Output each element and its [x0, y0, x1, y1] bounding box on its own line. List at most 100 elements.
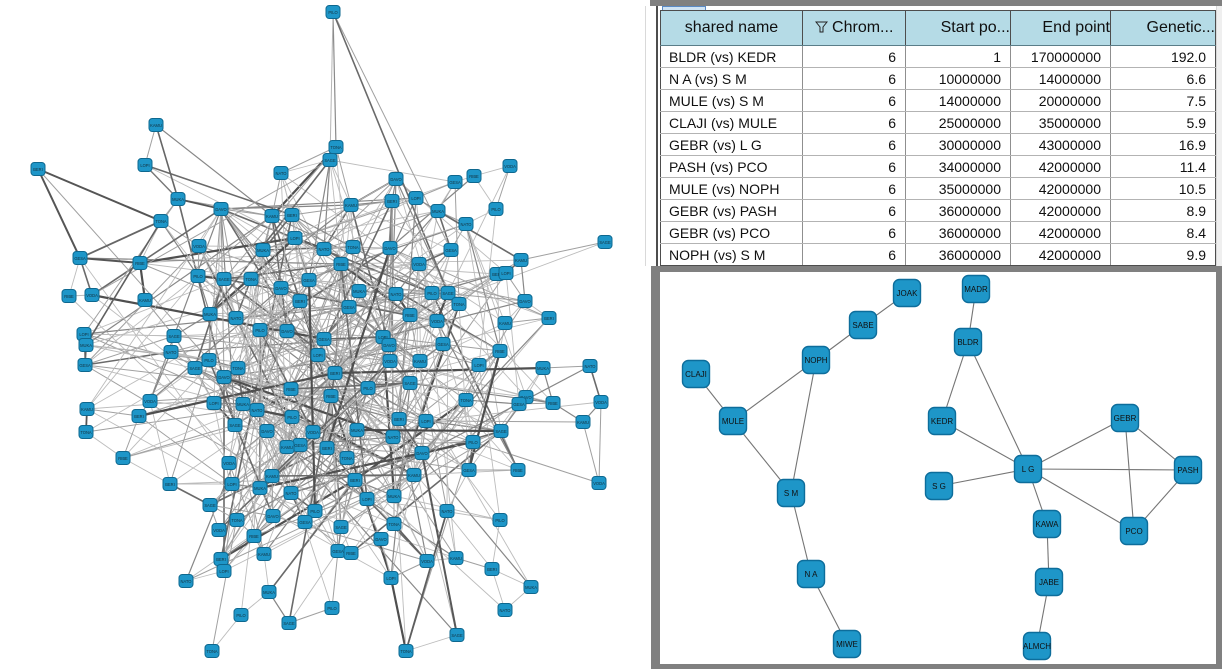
svg-text:PILO: PILO: [236, 613, 245, 618]
svg-text:SAGE: SAGE: [335, 525, 347, 530]
svg-text:KAMU: KAMU: [408, 473, 420, 478]
svg-text:VODA: VODA: [193, 244, 205, 249]
svg-text:LOPI: LOPI: [209, 401, 218, 406]
svg-text:VODA: VODA: [86, 293, 98, 298]
svg-text:GESA: GESA: [332, 549, 344, 554]
svg-text:TONA: TONA: [206, 649, 218, 654]
svg-text:KAMU: KAMU: [515, 258, 527, 263]
svg-text:LOPI: LOPI: [227, 482, 236, 487]
svg-text:SAGE: SAGE: [599, 240, 611, 245]
svg-text:KEDR: KEDR: [931, 417, 953, 426]
svg-text:TONA: TONA: [453, 302, 465, 307]
svg-text:SAGE: SAGE: [218, 277, 230, 282]
svg-text:DAVO: DAVO: [215, 207, 226, 212]
svg-text:BERI: BERI: [134, 414, 144, 419]
svg-text:VODA: VODA: [593, 481, 605, 486]
svg-text:KAMU: KAMU: [150, 123, 162, 128]
svg-text:JABE: JABE: [1039, 578, 1059, 587]
svg-text:MIWE: MIWE: [836, 640, 858, 649]
svg-text:GESA: GESA: [513, 402, 525, 407]
svg-text:TONA: TONA: [231, 518, 243, 523]
svg-text:PILO: PILO: [495, 518, 504, 523]
svg-text:VODA: VODA: [504, 164, 516, 169]
svg-text:TONA: TONA: [347, 245, 359, 250]
svg-text:MUKA: MUKA: [432, 209, 444, 214]
svg-text:SAGE: SAGE: [283, 621, 295, 626]
svg-text:KAMU: KAMU: [450, 556, 462, 561]
svg-text:BERI: BERI: [350, 478, 360, 483]
svg-text:PILO: PILO: [287, 415, 296, 420]
svg-text:GESA: GESA: [343, 305, 355, 310]
svg-text:SAGE: SAGE: [495, 429, 507, 434]
svg-text:RIBE: RIBE: [548, 401, 558, 406]
svg-text:TONA: TONA: [245, 277, 257, 282]
svg-text:LOPI: LOPI: [290, 236, 299, 241]
svg-text:MUKA: MUKA: [263, 590, 275, 595]
svg-text:RIBE: RIBE: [405, 313, 415, 318]
svg-text:LOPI: LOPI: [313, 353, 322, 358]
svg-text:BERI: BERI: [394, 417, 404, 422]
svg-text:PILO: PILO: [327, 606, 336, 611]
svg-text:PILO: PILO: [427, 291, 436, 296]
svg-text:VODA: VODA: [307, 430, 319, 435]
svg-text:RIBE: RIBE: [64, 294, 74, 299]
svg-text:LOPI: LOPI: [474, 363, 483, 368]
svg-text:RIBE: RIBE: [336, 262, 346, 267]
svg-text:KAWA: KAWA: [1036, 520, 1060, 529]
svg-text:BERI: BERI: [165, 482, 175, 487]
svg-text:CLAJI: CLAJI: [685, 370, 707, 379]
svg-text:MUKA: MUKA: [351, 428, 363, 433]
svg-text:MUKA: MUKA: [537, 366, 549, 371]
svg-text:MUKA: MUKA: [525, 585, 537, 590]
svg-text:PILO: PILO: [310, 509, 319, 514]
svg-text:NATO: NATO: [319, 247, 330, 252]
svg-text:SAGE: SAGE: [204, 503, 216, 508]
svg-text:GESA: GESA: [318, 337, 330, 342]
svg-text:TONA: TONA: [155, 219, 167, 224]
svg-text:MUKA: MUKA: [172, 197, 184, 202]
svg-text:RIBE: RIBE: [286, 387, 296, 392]
svg-text:S M: S M: [784, 489, 799, 498]
svg-text:NATO: NATO: [231, 316, 242, 321]
svg-text:SAGE: SAGE: [451, 633, 463, 638]
svg-text:LOPI: LOPI: [140, 163, 149, 168]
svg-text:MUKA: MUKA: [204, 312, 216, 317]
svg-text:RIBE: RIBE: [249, 534, 259, 539]
svg-text:SAGE: SAGE: [168, 334, 180, 339]
svg-text:LOPI: LOPI: [421, 419, 430, 424]
svg-text:RIBE: RIBE: [135, 261, 145, 266]
svg-text:RIBE: RIBE: [118, 456, 128, 461]
svg-text:SAGE: SAGE: [442, 291, 454, 296]
svg-text:DAVO: DAVO: [384, 246, 395, 251]
svg-text:GESA: GESA: [299, 520, 311, 525]
svg-text:LOPI: LOPI: [386, 576, 395, 581]
svg-text:KAMU: KAMU: [139, 298, 151, 303]
svg-text:MUKA: MUKA: [254, 486, 266, 491]
svg-text:RIBE: RIBE: [513, 468, 523, 473]
svg-text:NATO: NATO: [388, 435, 399, 440]
svg-text:LOPI: LOPI: [219, 569, 228, 574]
svg-text:L G: L G: [1022, 465, 1035, 474]
svg-text:BERI: BERI: [544, 316, 554, 321]
svg-text:TONA: TONA: [341, 456, 353, 461]
svg-text:KAMU: KAMU: [345, 203, 357, 208]
svg-text:KAMU: KAMU: [266, 474, 278, 479]
svg-text:GESA: GESA: [74, 256, 86, 261]
svg-text:VODA: VODA: [144, 399, 156, 404]
svg-text:DAVO: DAVO: [281, 329, 292, 334]
svg-text:RIBE: RIBE: [495, 349, 505, 354]
svg-text:PILO: PILO: [468, 440, 477, 445]
svg-text:N A: N A: [805, 570, 819, 579]
svg-text:DAVO: DAVO: [390, 177, 401, 182]
svg-text:PASH: PASH: [1177, 466, 1198, 475]
svg-text:PILO: PILO: [363, 386, 372, 391]
svg-text:NATO: NATO: [166, 350, 177, 355]
svg-text:RIBE: RIBE: [469, 174, 479, 179]
svg-text:KAMU: KAMU: [81, 407, 93, 412]
svg-text:JOAK: JOAK: [897, 289, 919, 298]
svg-text:DAVO: DAVO: [218, 375, 229, 380]
svg-text:TONA: TONA: [80, 430, 92, 435]
svg-text:TONA: TONA: [330, 145, 342, 150]
svg-text:LOPI: LOPI: [362, 497, 371, 502]
svg-text:NATO: NATO: [252, 408, 263, 413]
